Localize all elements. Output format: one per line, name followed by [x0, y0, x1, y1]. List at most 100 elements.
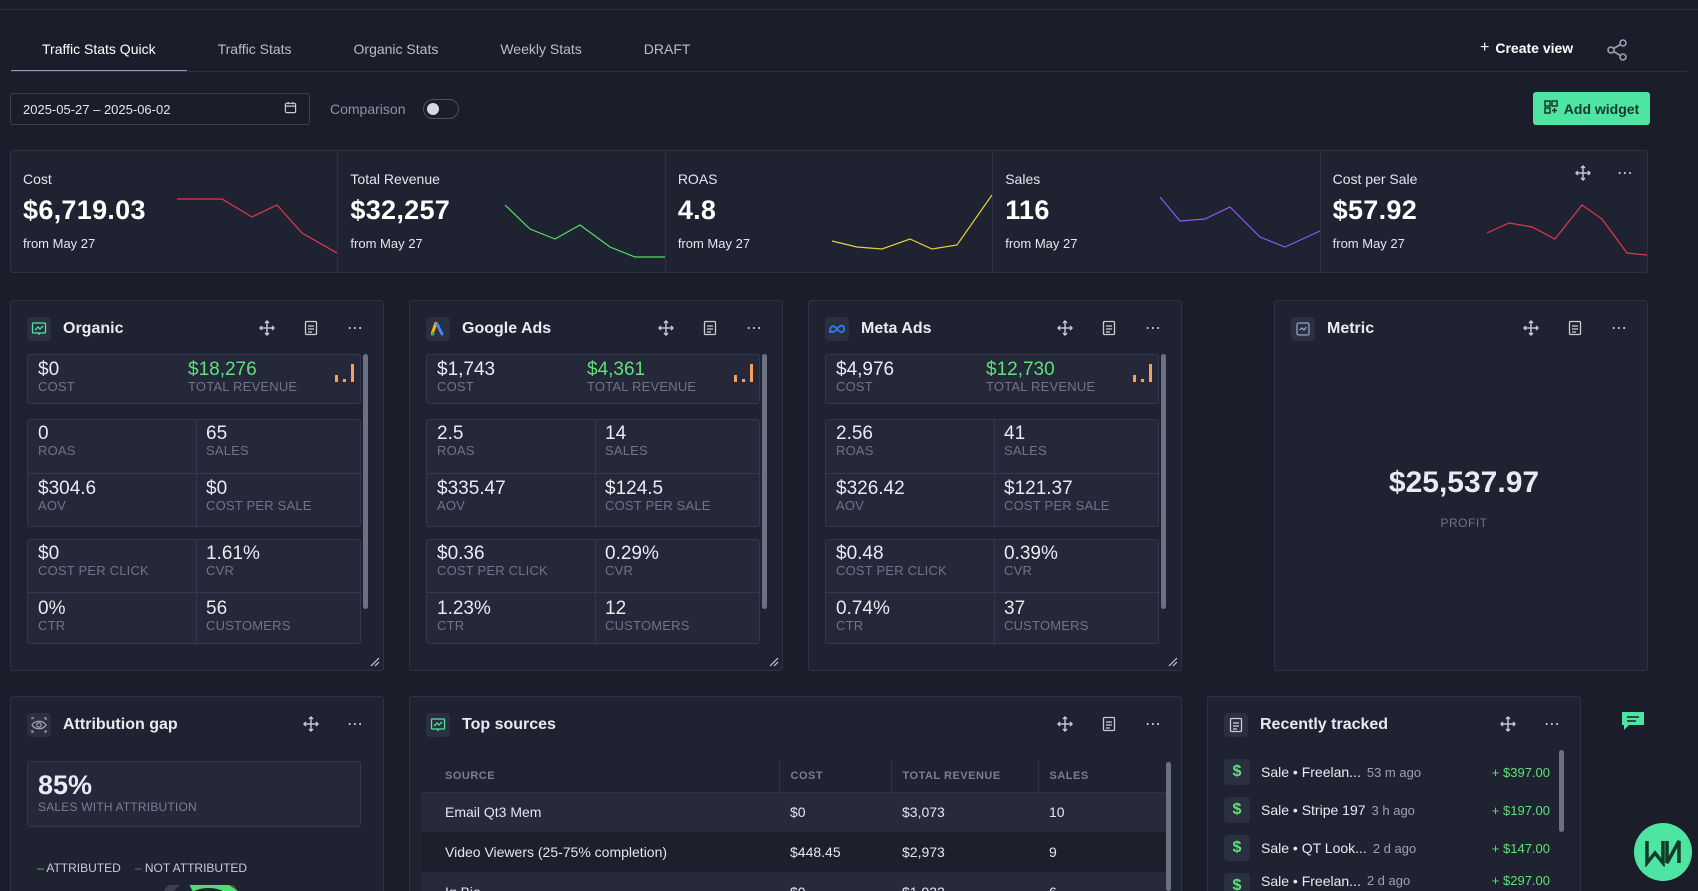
kpi-sub: from May 27 [1005, 236, 1078, 251]
column-header-total-revenue[interactable]: TOTAL REVENUE [890, 760, 1038, 793]
kpi-sub: from May 27 [350, 236, 423, 251]
create-view-button[interactable]: + Create view [1480, 39, 1573, 57]
customers-label: CUSTOMERS [206, 618, 291, 633]
kpi-cost[interactable]: Cost $6,719.03 from May 27 [11, 151, 339, 272]
item-amount: + $397.00 [1491, 764, 1550, 780]
kpi-cost-per-sale[interactable]: Cost per Sale $57.92 from May 27 ⋯ [1321, 151, 1648, 272]
scrollbar[interactable] [363, 354, 368, 609]
cpc-label: COST PER CLICK [836, 563, 947, 578]
cpc-stat: $0.48 COST PER CLICK [836, 544, 947, 578]
cost-per-sale-label: COST PER SALE [206, 498, 312, 513]
sales-cell: 9 [1038, 832, 1166, 872]
kpi-roas[interactable]: ROAS 4.8 from May 27 [666, 151, 994, 272]
resize-handle-icon[interactable] [1168, 657, 1178, 667]
move-icon[interactable] [1573, 163, 1593, 183]
sales-label: SALES [1004, 443, 1047, 458]
item-amount: + $297.00 [1491, 873, 1550, 888]
source-cell: Email Qt3 Mem [421, 792, 779, 832]
table-row[interactable]: Email Qt3 Mem $0 $3,073 10 [421, 792, 1166, 832]
profit-value: $25,537.97 [1388, 466, 1540, 499]
cost-sparkline [177, 198, 338, 254]
customers-stat: 12 CUSTOMERS [605, 599, 690, 633]
add-widget-button[interactable]: Add widget [1533, 92, 1650, 125]
column-header-sales[interactable]: SALES [1037, 760, 1166, 793]
list-item[interactable]: $ Sale • QT Look... 2 d ago + $147.00 [1224, 835, 1550, 861]
document-icon[interactable] [1099, 714, 1119, 734]
profit-label: PROFIT [1440, 516, 1488, 530]
source-cell: Ig Bio [421, 872, 779, 891]
cvr-stat: 0.39% CVR [1004, 544, 1058, 578]
list-item[interactable]: $ Sale • Stripe 197 3 h ago + $197.00 [1224, 797, 1550, 823]
list-scrollbar[interactable] [1559, 750, 1564, 832]
more-icon[interactable]: ⋯ [347, 716, 363, 733]
kpi-sales[interactable]: Sales 116 from May 27 [993, 151, 1321, 272]
cost-revenue-block: $1,743 COST $4,361 TOTAL REVENUE [426, 354, 760, 404]
list-item[interactable]: $ Sale • Freelan... 2 d ago + $297.00 [1224, 873, 1550, 891]
more-icon[interactable]: ⋯ [1544, 716, 1560, 733]
list-icon [1224, 713, 1248, 737]
revenue-cell: $3,073 [891, 792, 1038, 832]
kpi-total-revenue[interactable]: Total Revenue $32,257 from May 27 [338, 151, 666, 272]
resize-handle-icon[interactable] [769, 657, 779, 667]
move-icon[interactable] [1521, 318, 1541, 338]
more-icon[interactable]: ⋯ [1145, 716, 1161, 733]
document-icon[interactable] [700, 318, 720, 338]
move-icon[interactable] [301, 714, 321, 734]
dollar-icon: $ [1224, 835, 1250, 861]
card-title: Recently tracked [1260, 716, 1389, 733]
column-header-source[interactable]: SOURCE [421, 760, 779, 793]
comparison-toggle[interactable] [423, 99, 459, 119]
document-icon[interactable] [1099, 318, 1119, 338]
more-icon[interactable]: ⋯ [746, 320, 762, 337]
table-row[interactable]: Ig Bio $0 $1,932 6 [421, 872, 1166, 891]
more-icon[interactable]: ⋯ [1617, 165, 1634, 182]
divider [427, 592, 761, 593]
cvr-label: CVR [1004, 563, 1033, 578]
kpi-tools: ⋯ [1573, 163, 1635, 183]
cost-stat: $4,976 COST [836, 360, 894, 394]
attribution-donut-chart [163, 885, 239, 891]
move-icon[interactable] [1055, 714, 1075, 734]
move-icon[interactable] [257, 318, 277, 338]
revenue-cell: $1,932 [891, 872, 1038, 891]
date-range-picker[interactable]: 2025-05-27 – 2025-06-02 [10, 93, 310, 125]
card-tools: ⋯ [257, 318, 365, 338]
tab-traffic-stats[interactable]: Traffic Stats [217, 41, 292, 57]
brand-logo-icon[interactable] [1634, 823, 1692, 881]
cost-per-sale-value: $124.5 [605, 478, 664, 499]
google-ads-card: Google Ads ⋯ $1,743 COST $4,361 TOTAL REVE… [409, 300, 783, 671]
move-icon[interactable] [1055, 318, 1075, 338]
cpc-value: $0.36 [437, 543, 485, 564]
share-icon[interactable] [1605, 38, 1629, 62]
sales-cell: 6 [1038, 872, 1166, 891]
cost-per-sale-stat: $0 COST PER SALE [206, 479, 312, 513]
create-view-label: Create view [1495, 40, 1574, 56]
document-icon[interactable] [1565, 318, 1585, 338]
tab-weekly-stats[interactable]: Weekly Stats [500, 41, 582, 57]
google-ads-icon [426, 317, 450, 341]
more-icon[interactable]: ⋯ [347, 320, 363, 337]
table-row[interactable]: Video Viewers (25-75% completion) $448.4… [421, 832, 1166, 872]
cost-revenue-block: $4,976 COST $12,730 TOTAL REVENUE [825, 354, 1159, 404]
ctr-value: 0.74% [836, 598, 890, 619]
more-icon[interactable]: ⋯ [1145, 320, 1161, 337]
cost-label: COST [38, 379, 75, 394]
tab-draft[interactable]: DRAFT [643, 41, 691, 57]
resize-handle-icon[interactable] [370, 657, 380, 667]
more-icon[interactable]: ⋯ [1611, 320, 1627, 337]
list-item[interactable]: $ Sale • Freelan... 53 m ago + $397.00 [1224, 759, 1550, 785]
document-icon[interactable] [301, 318, 321, 338]
divider [28, 592, 362, 593]
chat-icon[interactable] [1620, 710, 1646, 732]
cvr-label: CVR [206, 563, 235, 578]
scrollbar[interactable] [1161, 354, 1166, 609]
tab-organic-stats[interactable]: Organic Stats [353, 41, 439, 57]
tab-traffic-stats-quick[interactable]: Traffic Stats Quick [11, 28, 187, 72]
table-scrollbar[interactable] [1166, 762, 1171, 891]
move-icon[interactable] [1498, 714, 1518, 734]
scrollbar[interactable] [762, 354, 767, 609]
column-header-cost[interactable]: COST [778, 760, 891, 793]
revenue-stat: $4,361 TOTAL REVENUE [587, 360, 696, 394]
move-icon[interactable] [656, 318, 676, 338]
attribution-gap-card: Attribution gap ⋯ 85% SALES WITH ATTRIBU… [10, 696, 384, 891]
